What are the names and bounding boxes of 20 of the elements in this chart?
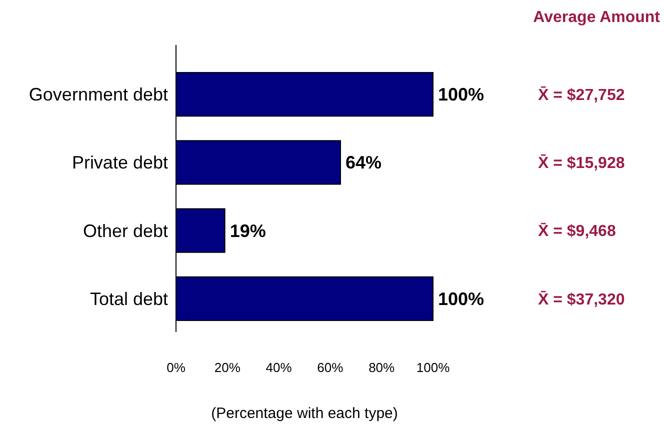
x-tick-label: 100% [416,360,450,375]
x-axis-title: (Percentage with each type) [211,405,398,422]
y-tick-label: Total debt [90,288,168,309]
x-tick-label: 0% [166,360,186,375]
y-tick-label: Government debt [28,84,168,105]
text: X̄ = $27,752 [538,86,625,104]
text: X̄ = $37,320 [538,290,625,308]
text: X̄ = $15,928 [538,154,625,172]
y-tick-label: Private debt [72,152,168,173]
data-label: 100% [438,288,484,309]
x-tick-label: 60% [317,360,344,375]
data-label: 19% [230,220,266,241]
text: Average Amount [533,9,661,26]
x-tick-label: 40% [266,360,292,375]
x-tick-label: 80% [368,360,396,375]
y-tick-label: Other debt [82,220,168,241]
text: X̄ = $9,468 [538,222,616,240]
data-label: 100% [438,84,484,105]
x-tick-label: 20% [214,360,241,375]
data-label: 64% [345,152,382,173]
